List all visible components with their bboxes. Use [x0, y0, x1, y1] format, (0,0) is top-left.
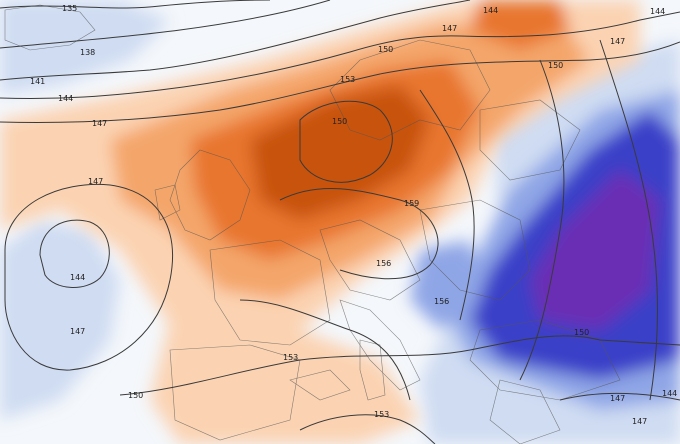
label-147-ne: 147	[610, 37, 625, 46]
label-144-ne: 144	[650, 7, 665, 16]
label-144-top: 144	[483, 6, 498, 15]
label-156: 156	[376, 259, 391, 268]
label-150-south: 150	[128, 391, 143, 400]
label-144-atlantic: 144	[70, 273, 85, 282]
label-147-top: 147	[442, 24, 457, 33]
label-144-nw: 144	[58, 94, 73, 103]
label-159: 159	[404, 199, 419, 208]
label-150-balkan: 150	[574, 328, 589, 337]
label-144-se: 144	[662, 389, 677, 398]
label-156-adriatic: 156	[434, 297, 449, 306]
label-150-top: 150	[378, 45, 393, 54]
label-153-spain: 153	[283, 353, 298, 362]
label-147-west: 147	[92, 119, 107, 128]
label-141: 141	[30, 77, 45, 86]
label-147-se: 147	[610, 394, 625, 403]
label-147-atlantic: 147	[88, 177, 103, 186]
label-147-se2: 147	[632, 417, 647, 426]
contour-labels: 135 138 141 144 147 144 147 144 147 150 …	[30, 4, 677, 426]
label-150-center: 150	[332, 117, 347, 126]
label-147-sw: 147	[70, 327, 85, 336]
label-150-scand: 150	[548, 61, 563, 70]
label-153-med: 153	[374, 410, 389, 419]
label-138: 138	[80, 48, 95, 57]
country-borders	[4, 4, 621, 444]
label-153-scand: 153	[340, 75, 355, 84]
label-135: 135	[62, 4, 77, 13]
